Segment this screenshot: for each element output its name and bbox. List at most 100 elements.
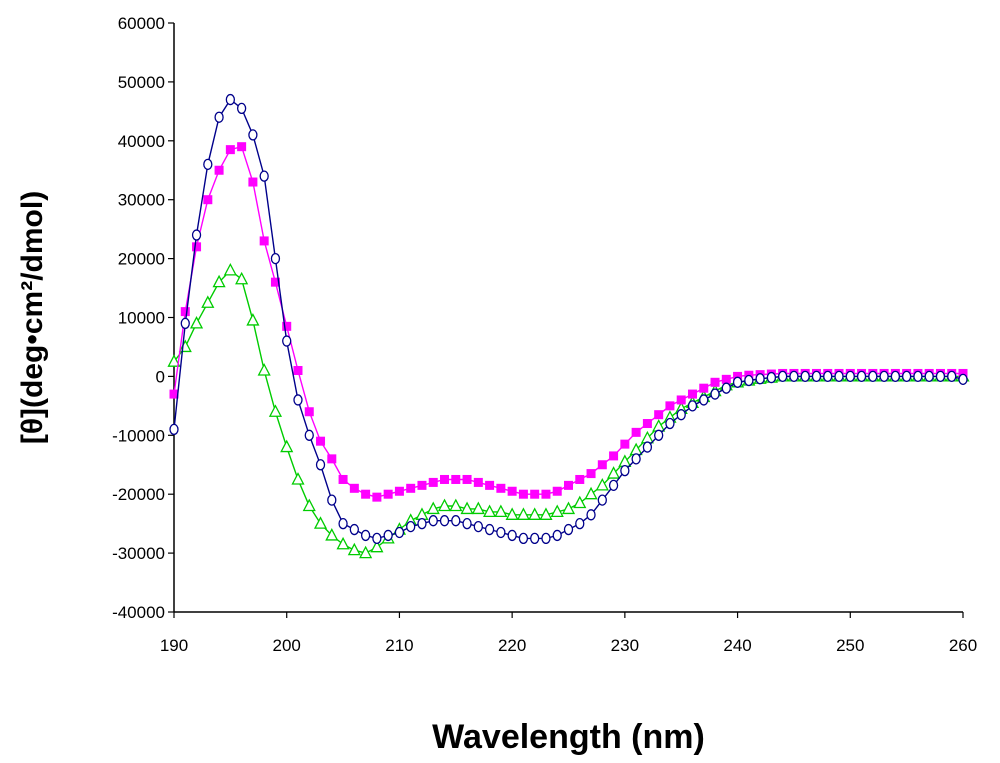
data-point xyxy=(270,277,280,287)
data-point xyxy=(235,271,249,285)
data-point xyxy=(415,507,429,520)
data-point xyxy=(595,477,609,491)
data-point xyxy=(338,474,348,484)
data-point xyxy=(191,229,202,241)
data-point xyxy=(573,495,587,509)
data-point xyxy=(687,400,698,412)
y-tick-label: 30000 xyxy=(118,191,165,210)
x-tick-label: 230 xyxy=(611,636,639,655)
data-point xyxy=(313,516,328,529)
data-point xyxy=(347,542,361,556)
data-point xyxy=(494,504,508,518)
data-point xyxy=(550,504,564,518)
data-point xyxy=(642,419,652,429)
data-point xyxy=(451,474,461,484)
y-tick-label: -30000 xyxy=(112,544,165,563)
data-point xyxy=(868,370,878,383)
data-point xyxy=(958,373,968,385)
data-point xyxy=(270,252,281,265)
plot-area xyxy=(167,93,970,559)
x-tick-label: 210 xyxy=(385,636,413,655)
data-point xyxy=(778,370,788,383)
data-point xyxy=(437,498,452,512)
data-point xyxy=(449,498,463,512)
data-point xyxy=(879,370,889,383)
data-point xyxy=(406,483,416,493)
data-point xyxy=(372,532,382,545)
data-point xyxy=(732,376,743,388)
data-point xyxy=(212,274,226,288)
data-point xyxy=(528,507,542,520)
data-point xyxy=(652,419,666,432)
data-point xyxy=(167,354,181,367)
data-point xyxy=(282,321,292,331)
data-point xyxy=(539,507,553,520)
data-point xyxy=(564,480,573,490)
data-point xyxy=(620,439,630,449)
data-point xyxy=(710,388,720,400)
x-tick-label: 200 xyxy=(273,636,301,655)
data-point xyxy=(631,453,641,465)
data-point xyxy=(291,472,305,485)
y-tick-label: 50000 xyxy=(118,73,165,92)
data-point xyxy=(789,370,799,383)
data-point xyxy=(699,394,709,406)
y-tick-label: -10000 xyxy=(112,426,165,445)
y-tick-label: 40000 xyxy=(118,132,165,151)
data-point xyxy=(203,158,213,171)
data-point xyxy=(845,370,855,383)
y-tick-label: 0 xyxy=(156,367,165,386)
data-point xyxy=(360,529,371,542)
data-point xyxy=(451,515,461,527)
data-point xyxy=(834,370,844,383)
data-point xyxy=(225,93,236,106)
data-point xyxy=(586,469,596,479)
data-point xyxy=(462,474,472,484)
data-point xyxy=(460,501,474,515)
data-point xyxy=(180,307,190,317)
data-point xyxy=(631,427,641,437)
data-point xyxy=(304,407,314,417)
data-point xyxy=(507,486,517,496)
data-point xyxy=(383,489,393,499)
data-point xyxy=(575,518,585,530)
data-point xyxy=(428,477,438,487)
data-point xyxy=(394,486,404,496)
data-point xyxy=(485,480,495,490)
data-point xyxy=(586,509,596,521)
data-point xyxy=(406,520,416,533)
data-point xyxy=(516,507,530,520)
data-point xyxy=(361,489,371,499)
data-point xyxy=(439,515,450,527)
data-point xyxy=(563,523,574,536)
y-tick-label: -40000 xyxy=(112,603,165,622)
data-point xyxy=(248,177,258,187)
data-point xyxy=(584,486,598,500)
filled-square-series-line xyxy=(173,145,963,498)
data-point xyxy=(225,145,235,155)
data-point xyxy=(505,507,519,520)
data-point xyxy=(359,545,373,559)
y-axis-title: [θ](deg•cm²/dmol) xyxy=(16,191,49,444)
data-point xyxy=(654,410,664,420)
data-point xyxy=(721,374,731,384)
data-point xyxy=(607,466,621,479)
data-point xyxy=(541,532,551,545)
data-point xyxy=(530,532,540,545)
data-point xyxy=(189,315,204,329)
data-point xyxy=(203,195,213,205)
data-point xyxy=(214,165,224,175)
data-point xyxy=(665,417,675,430)
data-point xyxy=(597,494,607,506)
data-point xyxy=(259,170,269,182)
data-point xyxy=(575,474,585,484)
open-circle-series-line xyxy=(173,98,964,540)
data-point xyxy=(496,526,506,539)
data-point xyxy=(608,479,619,492)
data-point xyxy=(552,529,562,542)
x-tick-label: 220 xyxy=(498,636,526,655)
data-point xyxy=(349,523,359,536)
data-point xyxy=(304,429,314,441)
data-point xyxy=(507,529,517,542)
